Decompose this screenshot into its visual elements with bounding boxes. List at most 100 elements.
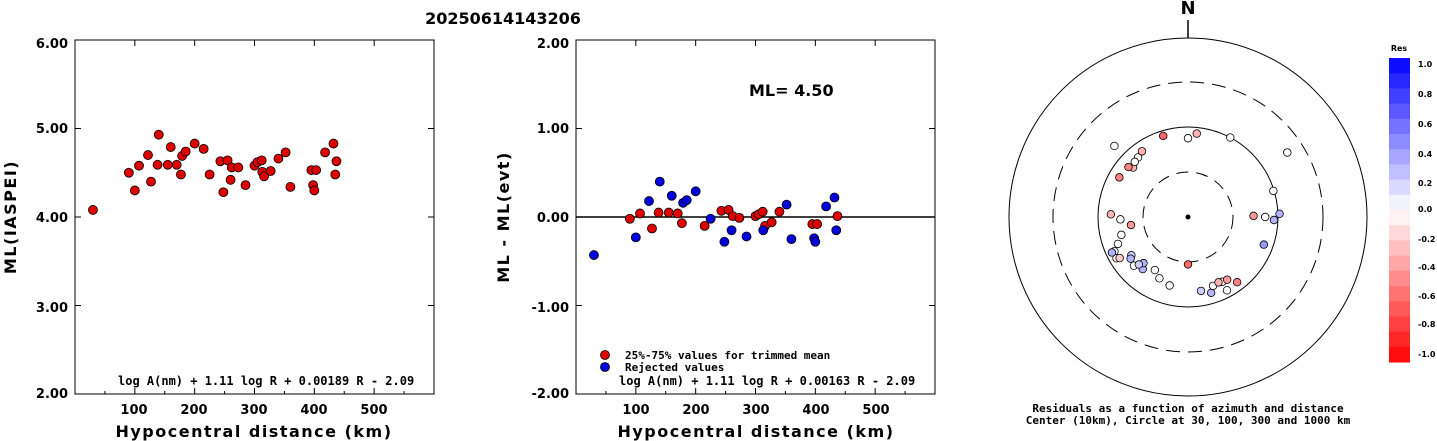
data-point xyxy=(162,159,173,170)
x-axis-label: Hypocentral distance (km) xyxy=(115,422,392,441)
x-tick-label: 400 xyxy=(300,403,327,418)
data-point xyxy=(774,206,785,217)
data-point xyxy=(309,185,320,196)
north-label: N xyxy=(1180,0,1195,19)
colorbar-cell xyxy=(1389,88,1410,105)
legend-marker-trimmed xyxy=(600,350,610,360)
colorbar-cell xyxy=(1389,164,1410,181)
data-point xyxy=(180,146,191,157)
data-point xyxy=(240,180,251,191)
station-point xyxy=(1222,286,1232,295)
data-point xyxy=(832,211,843,222)
x-tick-label: 200 xyxy=(180,403,207,418)
data-point xyxy=(624,213,635,224)
colorbar-cell xyxy=(1389,194,1410,211)
y-tick-label: 2.00 xyxy=(537,37,569,52)
data-point xyxy=(331,156,342,167)
y-tick-labels: 2.00 1.00 0.00 -1.00 -2.00 xyxy=(532,37,569,402)
station-point xyxy=(1249,211,1258,221)
tick-marks xyxy=(74,39,435,395)
station-point xyxy=(1183,134,1193,143)
data-point xyxy=(171,159,182,170)
legend-marker-rejected xyxy=(600,362,610,372)
data-point xyxy=(165,142,176,152)
data-point xyxy=(285,182,296,192)
data-point xyxy=(222,155,233,166)
colorbar-cell xyxy=(1389,301,1410,317)
x-tick-labels: 100 200 300 400 500 xyxy=(622,403,889,418)
colorbar-label: -0.2 xyxy=(1418,235,1436,244)
x-tick-label: 500 xyxy=(360,403,387,418)
data-point xyxy=(699,220,710,231)
data-point xyxy=(786,234,797,245)
legend-label-rejected: Rejected values xyxy=(625,361,724,374)
colorbar-label: -0.6 xyxy=(1418,292,1436,301)
data-point xyxy=(821,201,832,212)
colorbar-label: 0.8 xyxy=(1418,90,1433,99)
colorbar-label: 0.6 xyxy=(1418,120,1433,129)
data-point xyxy=(176,169,186,180)
data-point xyxy=(123,167,134,178)
station-point xyxy=(1192,129,1201,138)
data-point xyxy=(758,225,769,236)
x-axis-label: Hypocentral distance (km) xyxy=(617,422,894,441)
station-point xyxy=(1275,209,1284,219)
colorbar: Res 1.0 0.8 0.6 0.4 0.2 0.0 -0.2 -0.4 -0… xyxy=(1389,44,1436,363)
colorbar-cell xyxy=(1389,149,1410,165)
data-point xyxy=(663,207,674,218)
data-point xyxy=(152,159,163,170)
data-point xyxy=(644,196,654,206)
data-point xyxy=(189,138,200,149)
y-tick-label: -1.00 xyxy=(532,301,569,316)
data-point xyxy=(265,166,276,176)
data-point xyxy=(146,176,156,187)
station-point xyxy=(1159,131,1168,141)
data-point xyxy=(259,171,269,182)
data-point xyxy=(781,199,792,210)
y-axis-label: ML - ML(evt) xyxy=(494,151,513,283)
caption-line-1: Residuals as a function of azimuth and d… xyxy=(1032,402,1344,415)
colorbar-cell xyxy=(1389,225,1410,241)
colorbar-label: 1.0 xyxy=(1418,60,1433,69)
data-point xyxy=(681,195,692,206)
station-point xyxy=(1116,215,1125,224)
data-point xyxy=(653,207,664,218)
y-tick-label: 4.00 xyxy=(36,211,68,226)
colorbar-label: 0.0 xyxy=(1418,205,1433,214)
colorbar-cell xyxy=(1389,73,1410,89)
data-point xyxy=(705,213,716,224)
station-point xyxy=(1259,240,1269,249)
plot-frame xyxy=(74,39,435,395)
station-points xyxy=(1106,129,1292,297)
data-point xyxy=(630,232,641,243)
colorbar-cell xyxy=(1389,210,1410,226)
colorbar-cell xyxy=(1389,240,1410,257)
station-point xyxy=(1130,157,1139,167)
colorbar-cell xyxy=(1389,179,1410,196)
colorbar-title: Res xyxy=(1391,44,1408,53)
colorbar-cell xyxy=(1389,286,1410,302)
station-point xyxy=(1226,133,1235,142)
data-point xyxy=(654,176,665,187)
colorbar-cell xyxy=(1389,118,1410,135)
data-point xyxy=(741,231,752,242)
station-point xyxy=(1115,173,1124,182)
ml-annotation: ML= 4.50 xyxy=(749,81,834,100)
data-point xyxy=(677,218,687,229)
panel-ml-vs-distance: 6.00 5.00 4.00 3.00 2.00 100 200 300 400… xyxy=(1,37,435,441)
station-point xyxy=(1124,162,1133,172)
data-point xyxy=(311,165,322,175)
station-point xyxy=(1196,286,1206,296)
data-point xyxy=(734,212,745,223)
x-tick-label: 300 xyxy=(742,403,769,418)
station-point xyxy=(1269,186,1278,196)
data-point xyxy=(225,174,236,185)
data-points xyxy=(589,176,843,260)
station-point xyxy=(1107,248,1117,257)
panel-azimuth-distance: N Residuals as a function of azimuth and… xyxy=(1008,0,1368,427)
y-tick-label: 0.00 xyxy=(537,211,569,226)
data-point xyxy=(647,223,657,234)
station-point xyxy=(1117,230,1126,240)
data-point xyxy=(143,150,153,160)
y-axis-label: ML(IASPEI) xyxy=(1,160,20,274)
